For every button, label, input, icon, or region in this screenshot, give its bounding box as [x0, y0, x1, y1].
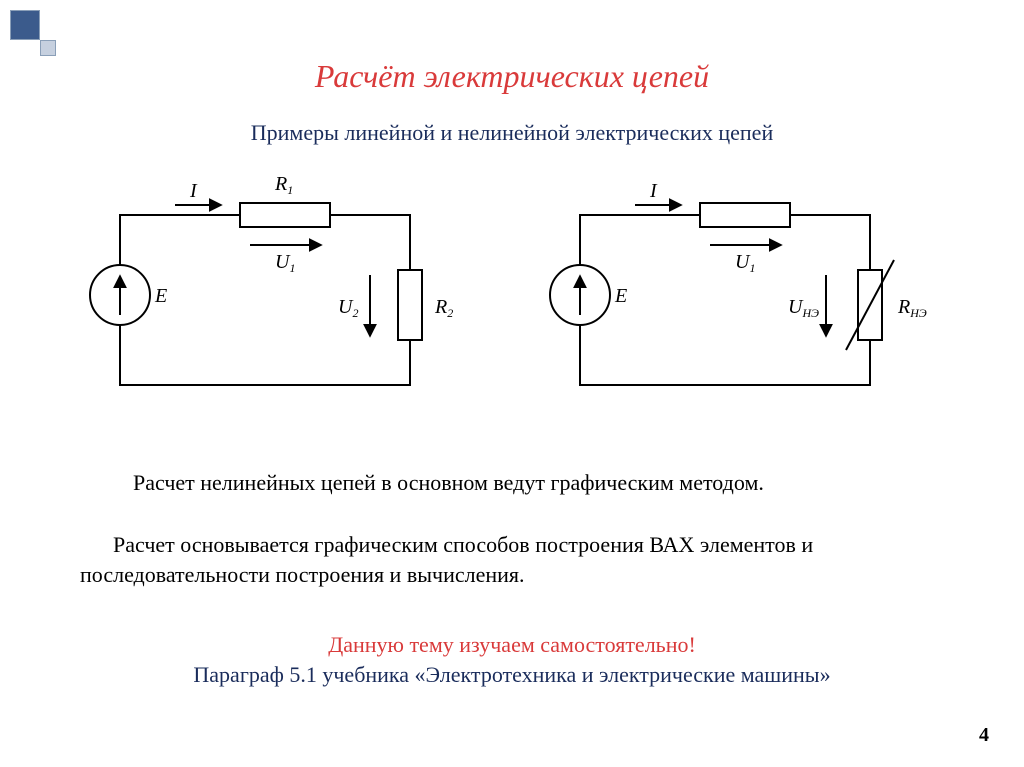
nonlinear-slash-icon — [846, 260, 894, 350]
nonlinear-circuit: I E U1 UНЭ RНЭ — [550, 180, 927, 385]
resistor-r1 — [240, 203, 330, 227]
paragraph-1: Расчет нелинейных цепей в основном ведут… — [100, 468, 924, 498]
resistor-top — [700, 203, 790, 227]
label-I: I — [649, 180, 658, 202]
page-number: 4 — [979, 724, 989, 747]
slide-subtitle: Примеры линейной и нелинейной электричес… — [0, 120, 1024, 146]
note-red: Данную тему изучаем самостоятельно! — [0, 630, 1024, 660]
slide-title: Расчёт электрических цепей — [0, 58, 1024, 95]
label-Rne: RНЭ — [897, 296, 927, 320]
label-Une: UНЭ — [788, 296, 819, 320]
label-I: I — [189, 180, 198, 202]
paragraph-2: Расчет основывается графическим способов… — [80, 530, 950, 589]
label-R1: R1 — [274, 173, 293, 197]
corner-square-small — [40, 40, 56, 56]
label-E: E — [154, 285, 167, 307]
corner-square-large — [10, 10, 40, 40]
label-U1: U1 — [275, 251, 295, 275]
label-U1: U1 — [735, 251, 755, 275]
label-E: E — [614, 285, 627, 307]
resistor-r2 — [398, 270, 422, 340]
label-R2: R2 — [434, 296, 453, 320]
linear-circuit: I E R1 U1 U2 R2 — [90, 173, 453, 385]
note-blue: Параграф 5.1 учебника «Электротехника и … — [0, 660, 1024, 690]
label-U2: U2 — [338, 296, 358, 320]
circuit-diagrams: I E R1 U1 U2 R2 — [80, 165, 944, 415]
circuits-svg: I E R1 U1 U2 R2 — [80, 165, 944, 415]
